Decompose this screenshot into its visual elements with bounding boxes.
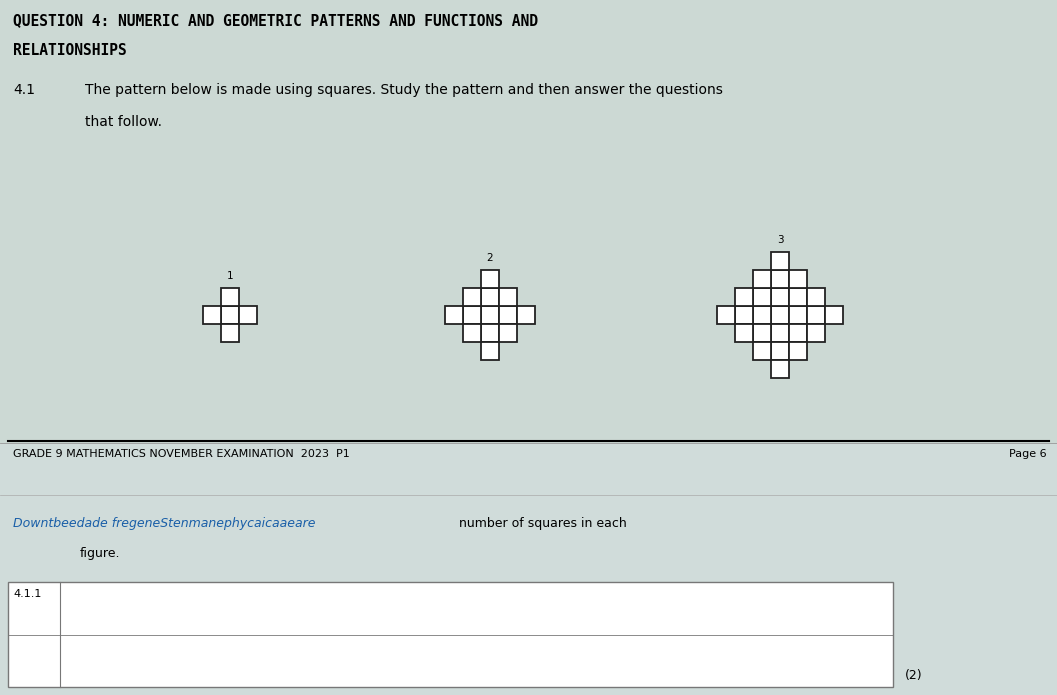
Bar	[517, 306, 535, 324]
Text: 4.1: 4.1	[13, 83, 35, 97]
Bar	[463, 306, 481, 324]
Bar	[499, 306, 517, 324]
Bar	[772, 306, 789, 324]
Text: that follow.: that follow.	[85, 115, 162, 129]
Bar	[754, 325, 771, 342]
Bar	[481, 306, 499, 324]
Bar	[790, 343, 806, 359]
Bar	[826, 306, 842, 324]
Text: The pattern below is made using squares. Study the pattern and then answer the q: The pattern below is made using squares.…	[85, 83, 723, 97]
Bar	[481, 270, 499, 288]
Text: 1: 1	[226, 271, 234, 281]
Text: RELATIONSHIPS: RELATIONSHIPS	[13, 43, 127, 58]
Bar	[0, 443, 1057, 695]
Text: number of squares in each: number of squares in each	[455, 517, 627, 530]
Bar	[772, 361, 789, 377]
Text: Downtbeedade fregeneStenmanephycaicaaeare: Downtbeedade fregeneStenmanephycaicaaear…	[13, 517, 315, 530]
Bar	[221, 306, 239, 324]
Text: 2: 2	[486, 253, 494, 263]
Bar	[736, 306, 753, 324]
Bar	[203, 306, 221, 324]
Bar	[772, 270, 789, 288]
Bar	[463, 288, 481, 306]
Bar	[481, 288, 499, 306]
Bar	[445, 306, 463, 324]
Bar	[8, 582, 893, 687]
Bar	[754, 288, 771, 306]
Bar	[736, 325, 753, 342]
Bar	[772, 252, 789, 270]
Text: 3: 3	[777, 235, 783, 245]
Bar	[499, 325, 517, 342]
Bar	[221, 325, 239, 342]
Bar	[754, 270, 771, 288]
Text: (2): (2)	[905, 669, 923, 682]
Bar	[499, 288, 517, 306]
Bar	[481, 325, 499, 342]
Bar	[790, 270, 806, 288]
Bar	[463, 325, 481, 342]
Bar	[790, 306, 806, 324]
Bar	[772, 288, 789, 306]
Bar	[790, 288, 806, 306]
Text: 4.1.1: 4.1.1	[13, 589, 41, 599]
Bar	[754, 306, 771, 324]
Bar	[718, 306, 735, 324]
Bar	[239, 306, 257, 324]
Text: GRADE 9 MATHEMATICS NOVEMBER EXAMINATION  2023  P1: GRADE 9 MATHEMATICS NOVEMBER EXAMINATION…	[13, 449, 350, 459]
Bar	[772, 343, 789, 359]
Bar	[736, 288, 753, 306]
Bar	[772, 325, 789, 342]
Bar	[808, 325, 824, 342]
Bar	[754, 343, 771, 359]
Bar	[481, 343, 499, 359]
Bar	[221, 288, 239, 306]
Bar	[808, 288, 824, 306]
Bar	[0, 0, 1057, 443]
Bar	[808, 306, 824, 324]
Text: Page 6: Page 6	[1009, 449, 1047, 459]
Bar	[790, 325, 806, 342]
Text: figure.: figure.	[80, 547, 120, 560]
Text: QUESTION 4: NUMERIC AND GEOMETRIC PATTERNS AND FUNCTIONS AND: QUESTION 4: NUMERIC AND GEOMETRIC PATTER…	[13, 13, 538, 28]
